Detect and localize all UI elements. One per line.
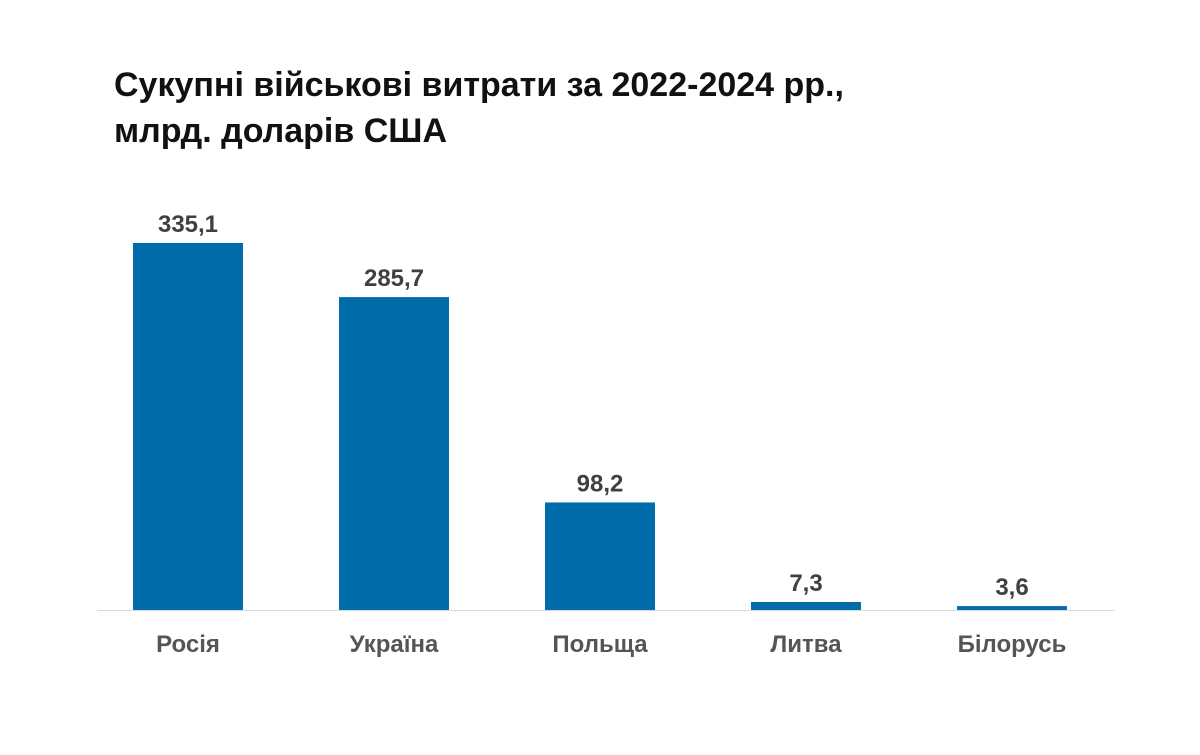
chart-title-line-1: Сукупні військові витрати за 2022-2024 р… xyxy=(114,66,844,104)
category-label-4: Білорусь xyxy=(958,631,1067,658)
category-label-2: Польща xyxy=(552,631,648,658)
chart-title-line-2: млрд. доларів США xyxy=(114,112,447,150)
value-label-0: 335,1 xyxy=(158,211,218,238)
bar-4 xyxy=(957,606,1067,610)
bar-3 xyxy=(751,602,861,610)
bar-1 xyxy=(339,297,449,610)
value-label-4: 3,6 xyxy=(995,574,1028,601)
value-label-1: 285,7 xyxy=(364,265,424,292)
category-label-1: Україна xyxy=(350,631,439,658)
category-label-0: Росія xyxy=(156,631,220,658)
value-label-3: 7,3 xyxy=(789,570,822,597)
bar-0 xyxy=(133,243,243,610)
chart-title: Сукупні військові витрати за 2022-2024 р… xyxy=(114,62,1114,154)
bar-2 xyxy=(545,502,655,610)
value-label-2: 98,2 xyxy=(577,470,624,497)
category-label-3: Литва xyxy=(770,631,842,658)
